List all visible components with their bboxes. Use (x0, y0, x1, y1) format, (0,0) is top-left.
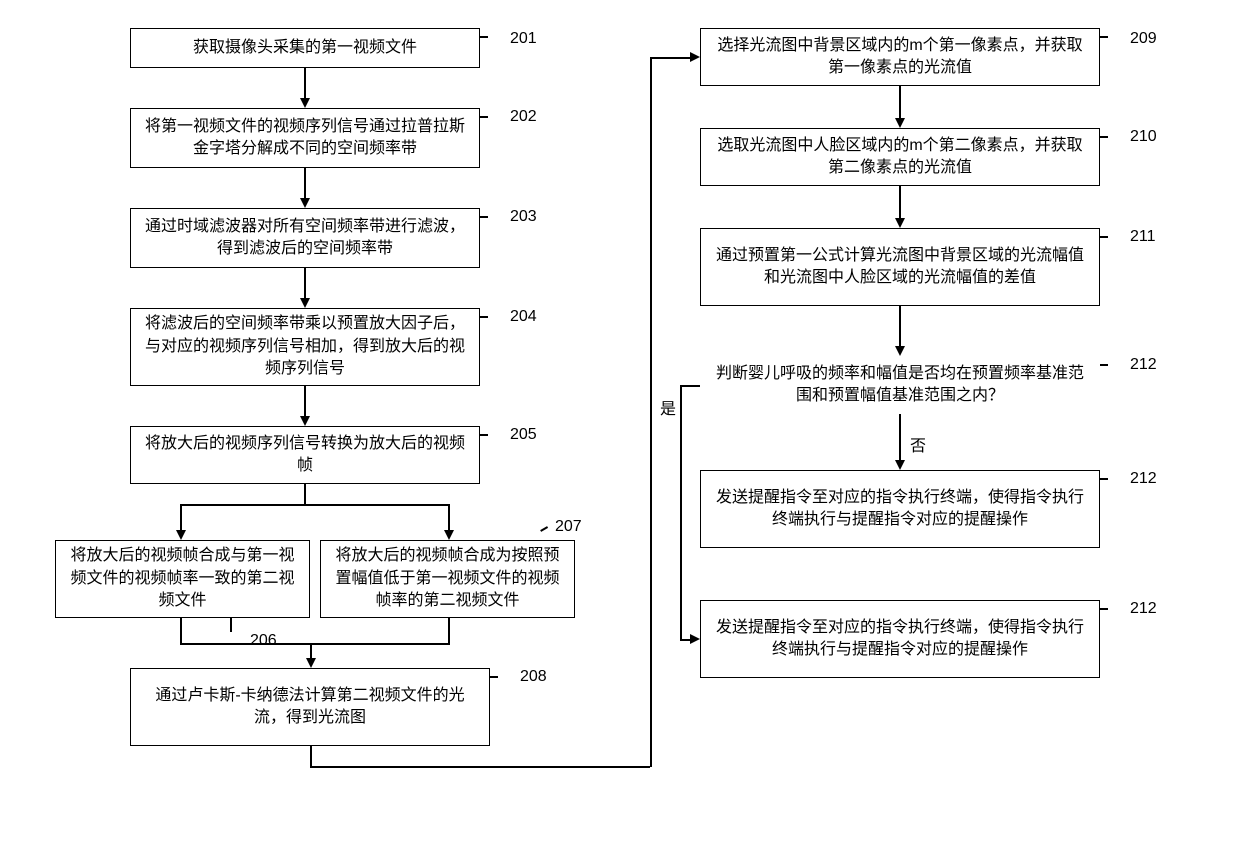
label-209: 209 (1130, 30, 1157, 48)
node-207-text: 将放大后的视频帧合成为按照预置幅值低于第一视频文件的视频帧率的第二视频文件 (333, 545, 562, 612)
node-211: 通过预置第一公式计算光流图中背景区域的光流幅值和光流图中人脸区域的光流幅值的差值 (700, 228, 1100, 306)
node-212-decision: 判断婴儿呼吸的频率和幅值是否均在预置频率基准范围和预置幅值基准范围之内？ (700, 356, 1100, 414)
node-206-text: 将放大后的视频帧合成与第一视频文件的视频帧率一致的第二视频文件 (68, 545, 297, 612)
node-211-text: 通过预置第一公式计算光流图中背景区域的光流幅值和光流图中人脸区域的光流幅值的差值 (713, 245, 1087, 290)
label-204: 204 (510, 308, 537, 326)
node-212b-text: 发送提醒指令至对应的指令执行终端，使得指令执行终端执行与提醒指令对应的提醒操作 (713, 487, 1087, 532)
node-201: 获取摄像头采集的第一视频文件 (130, 28, 480, 68)
node-207: 将放大后的视频帧合成为按照预置幅值低于第一视频文件的视频帧率的第二视频文件 (320, 540, 575, 618)
node-212a-text: 判断婴儿呼吸的频率和幅值是否均在预置频率基准范围和预置幅值基准范围之内？ (712, 363, 1088, 408)
edge-label-yes: 是 (660, 395, 676, 419)
label-212a: 212 (1130, 356, 1157, 374)
node-201-text: 获取摄像头采集的第一视频文件 (193, 37, 417, 59)
label-212b: 212 (1130, 470, 1157, 488)
node-210: 选取光流图中人脸区域内的m个第二像素点，并获取第二像素点的光流值 (700, 128, 1100, 186)
node-212c-text: 发送提醒指令至对应的指令执行终端，使得指令执行终端执行与提醒指令对应的提醒操作 (713, 617, 1087, 662)
node-209: 选择光流图中背景区域内的m个第一像素点，并获取第一像素点的光流值 (700, 28, 1100, 86)
label-211: 211 (1130, 228, 1156, 246)
label-210: 210 (1130, 128, 1157, 146)
node-204-text: 将滤波后的空间频率带乘以预置放大因子后，与对应的视频序列信号相加，得到放大后的视… (143, 313, 467, 380)
flowchart-container: 获取摄像头采集的第一视频文件 201 将第一视频文件的视频序列信号通过拉普拉斯金… (0, 0, 1240, 846)
node-202: 将第一视频文件的视频序列信号通过拉普拉斯金字塔分解成不同的空间频率带 (130, 108, 480, 168)
node-206: 将放大后的视频帧合成与第一视频文件的视频帧率一致的第二视频文件 (55, 540, 310, 618)
node-212b: 发送提醒指令至对应的指令执行终端，使得指令执行终端执行与提醒指令对应的提醒操作 (700, 470, 1100, 548)
label-212c: 212 (1130, 600, 1157, 618)
node-212c: 发送提醒指令至对应的指令执行终端，使得指令执行终端执行与提醒指令对应的提醒操作 (700, 600, 1100, 678)
label-205: 205 (510, 426, 537, 444)
node-204: 将滤波后的空间频率带乘以预置放大因子后，与对应的视频序列信号相加，得到放大后的视… (130, 308, 480, 386)
node-203-text: 通过时域滤波器对所有空间频率带进行滤波，得到滤波后的空间频率带 (143, 216, 467, 261)
label-207: 207 (555, 518, 582, 536)
node-208: 通过卢卡斯-卡纳德法计算第二视频文件的光流，得到光流图 (130, 668, 490, 746)
edge-label-no: 否 (910, 432, 926, 456)
node-205-text: 将放大后的视频序列信号转换为放大后的视频帧 (143, 433, 467, 478)
label-206: 206 (250, 632, 277, 650)
label-203: 203 (510, 208, 537, 226)
node-205: 将放大后的视频序列信号转换为放大后的视频帧 (130, 426, 480, 484)
label-202: 202 (510, 108, 537, 126)
label-208: 208 (520, 668, 547, 686)
node-203: 通过时域滤波器对所有空间频率带进行滤波，得到滤波后的空间频率带 (130, 208, 480, 268)
node-209-text: 选择光流图中背景区域内的m个第一像素点，并获取第一像素点的光流值 (713, 35, 1087, 80)
node-202-text: 将第一视频文件的视频序列信号通过拉普拉斯金字塔分解成不同的空间频率带 (143, 116, 467, 161)
label-201: 201 (510, 30, 537, 48)
node-210-text: 选取光流图中人脸区域内的m个第二像素点，并获取第二像素点的光流值 (713, 135, 1087, 180)
node-208-text: 通过卢卡斯-卡纳德法计算第二视频文件的光流，得到光流图 (143, 685, 477, 730)
